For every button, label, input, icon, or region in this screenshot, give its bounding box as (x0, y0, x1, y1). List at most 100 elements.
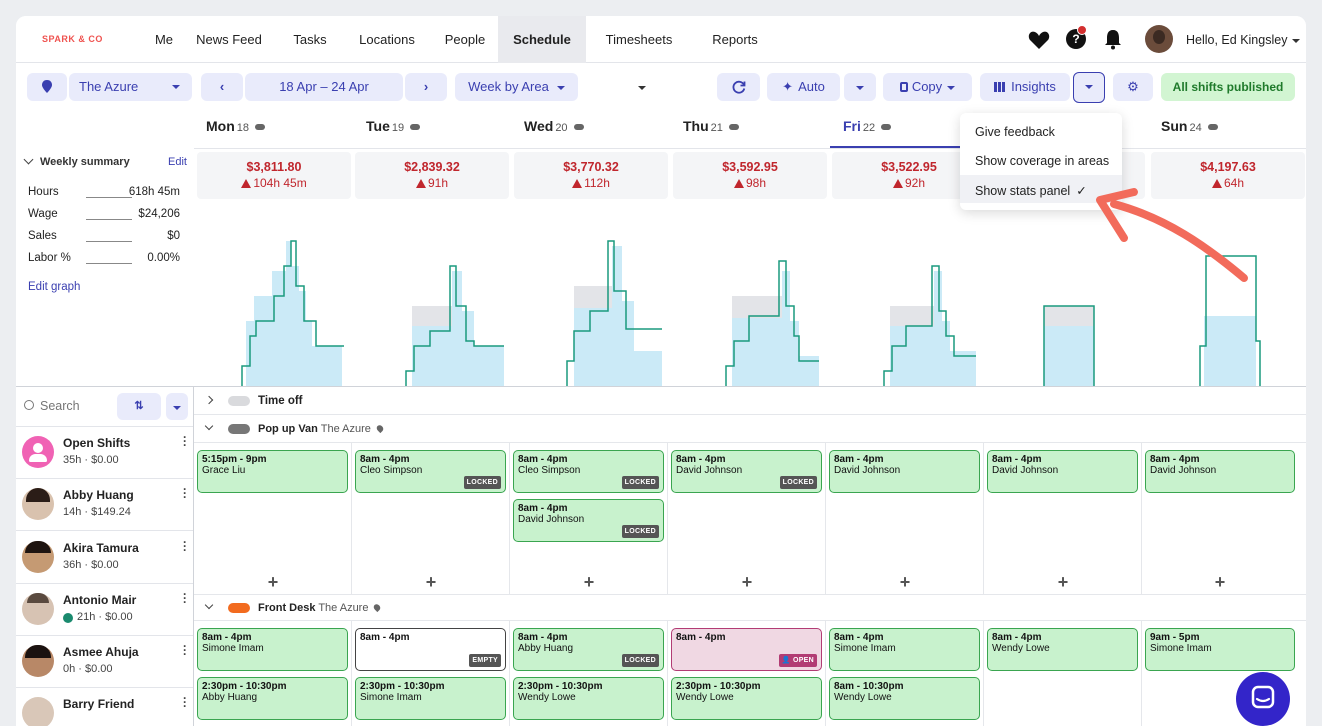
add-shift-button[interactable]: + (899, 572, 911, 592)
roster-person-open-shifts[interactable]: Open Shifts 35h · $0.00 · · · (16, 427, 193, 479)
shift-card-open[interactable]: 8am - 4pm 👤 OPEN (671, 628, 822, 671)
day-header-wed[interactable]: Wed 20 (524, 118, 584, 134)
add-shift-button[interactable]: + (267, 572, 279, 592)
summary-edit-link[interactable]: Edit (168, 156, 187, 168)
add-shift-button[interactable]: + (583, 572, 595, 592)
bell-icon[interactable] (1104, 29, 1122, 50)
edit-graph-link[interactable]: Edit graph (28, 281, 81, 293)
nav-schedule[interactable]: Schedule (498, 16, 586, 63)
shift-card[interactable]: 8am - 4pm Wendy Lowe (987, 628, 1138, 671)
chart-demand-area (890, 271, 976, 386)
shift-card[interactable]: 2:30pm - 10:30pm Wendy Lowe (671, 677, 822, 720)
shift-card[interactable]: 8am - 4pm Cleo Simpson LOCKED (513, 450, 664, 493)
sort-dropdown-button[interactable] (166, 393, 188, 420)
add-shift-button[interactable]: + (1057, 572, 1069, 592)
shift-card[interactable]: 8am - 4pm Simone Imam (197, 628, 348, 671)
shift-person: Wendy Lowe (676, 692, 734, 703)
group-location: The Azure (320, 423, 371, 435)
settings-button[interactable]: ⚙ (1113, 73, 1153, 101)
shift-time: 8am - 4pm (360, 632, 410, 643)
summary-label: Hours (28, 186, 59, 198)
day-header-thu[interactable]: Thu 21 (683, 118, 739, 134)
shift-person: Simone Imam (1150, 643, 1212, 654)
day-header-mon[interactable]: Mon 18 (206, 118, 266, 134)
nav-locations[interactable]: Locations (359, 32, 415, 47)
weekly-summary-toggle[interactable]: Weekly summary (23, 154, 130, 168)
warning-icon (241, 179, 252, 188)
add-shift-button[interactable]: + (741, 572, 753, 592)
shift-card[interactable]: 2:30pm - 10:30pm Wendy Lowe (513, 677, 664, 720)
location-select[interactable]: The Azure (69, 73, 192, 101)
shift-card[interactable]: 5:15pm - 9pm Grace Liu (197, 450, 348, 493)
refresh-button[interactable] (717, 73, 760, 101)
shift-card[interactable]: 8am - 4pm David Johnson (829, 450, 980, 493)
menu-item-give-feedback[interactable]: Give feedback (975, 125, 1055, 139)
date-range-button[interactable]: 18 Apr – 24 Apr (245, 73, 403, 101)
shift-card[interactable]: 8am - 4pm David Johnson (1145, 450, 1295, 493)
group-front-desk[interactable]: Front Desk The Azure (204, 600, 383, 614)
roster-person-antonio-mair[interactable]: Antonio Mair 21h · $0.00 · · · (16, 584, 193, 636)
prev-week-button[interactable]: ‹ (201, 73, 243, 101)
chevron-down-icon (1085, 84, 1093, 89)
nav-news-feed[interactable]: News Feed (196, 32, 262, 47)
shift-card-empty[interactable]: 8am - 4pm EMPTY (355, 628, 506, 671)
day-header-tue[interactable]: Tue 19 (366, 118, 421, 134)
menu-item-show-coverage[interactable]: Show coverage in areas (975, 154, 1110, 168)
chat-launcher-button[interactable] (1236, 672, 1290, 726)
nav-me[interactable]: Me (154, 32, 174, 47)
nav-people[interactable]: People (444, 32, 486, 47)
stat-card-thu[interactable]: $3,592.95 98h (673, 152, 827, 199)
stat-card-sun[interactable]: $4,197.63 64h (1151, 152, 1305, 199)
copy-button[interactable]: Copy (883, 73, 972, 101)
add-shift-button[interactable]: + (425, 572, 437, 592)
shift-card[interactable]: 9am - 5pm Simone Imam (1145, 628, 1295, 671)
insights-button[interactable]: Insights (980, 73, 1070, 101)
nav-tasks[interactable]: Tasks (293, 32, 327, 47)
shift-card[interactable]: 8am - 4pm Abby Huang LOCKED (513, 628, 664, 671)
weather-icon (881, 124, 892, 131)
add-shift-button[interactable]: + (1214, 572, 1226, 592)
roster-person-akira-tamura[interactable]: Akira Tamura 36h · $0.00 · · · (16, 532, 193, 584)
roster-person-asmee-ahuja[interactable]: Asmee Ahuja 0h · $0.00 · · · (16, 636, 193, 688)
day-header-fri[interactable]: Fri 22 (843, 118, 892, 134)
shift-time: 8am - 4pm (518, 454, 568, 465)
auto-button[interactable]: ✦ Auto (767, 73, 840, 101)
shift-time: 8am - 4pm (518, 632, 568, 643)
menu-item-show-stats-panel[interactable]: Show stats panel ✓ (975, 183, 1087, 198)
chevron-down-icon (947, 85, 956, 90)
user-greeting[interactable]: Hello, Ed Kingsley (1186, 33, 1301, 47)
insights-dropdown-button[interactable] (1073, 72, 1105, 103)
shift-card[interactable]: 8am - 4pm Simone Imam (829, 628, 980, 671)
shift-card[interactable]: 8am - 4pm David Johnson LOCKED (671, 450, 822, 493)
nav-timesheets[interactable]: Timesheets (600, 16, 678, 90)
stat-card-wed[interactable]: $3,770.32 112h (514, 152, 668, 199)
group-pop-up-van[interactable]: Pop up Van The Azure (204, 421, 385, 435)
stat-card-mon[interactable]: $3,811.80 104h 45m (197, 152, 351, 199)
shift-card[interactable]: 2:30pm - 10:30pm Simone Imam (355, 677, 506, 720)
shift-card[interactable]: 2:30pm - 10:30pm Abby Huang (197, 677, 348, 720)
nav-reports[interactable]: Reports (712, 32, 758, 47)
search-input[interactable] (40, 395, 110, 417)
auto-dropdown-button[interactable] (844, 73, 876, 101)
shift-card[interactable]: 8am - 4pm Cleo Simpson LOCKED (355, 450, 506, 493)
shift-card[interactable]: 8am - 10:30pm Wendy Lowe (829, 677, 980, 720)
published-status-button[interactable]: All shifts published (1161, 73, 1295, 101)
roster-person-barry-friend[interactable]: Barry Friend · · · (16, 688, 193, 726)
divider (193, 387, 194, 726)
view-select[interactable]: Week by Area (455, 73, 578, 101)
sort-button[interactable]: ⇅ (117, 393, 161, 420)
next-week-button[interactable]: › (405, 73, 447, 101)
verified-icon (63, 613, 73, 623)
day-header-sun[interactable]: Sun 24 (1161, 118, 1218, 134)
brand-logo[interactable]: SPARK & CO (42, 34, 103, 44)
avatar[interactable] (1145, 25, 1173, 53)
group-time-off[interactable]: Time off (204, 395, 303, 407)
roster-person-abby-huang[interactable]: Abby Huang 14h · $149.24 · · · (16, 479, 193, 531)
day-name: Sun (1161, 118, 1188, 134)
stat-card-tue[interactable]: $2,839.32 91h (355, 152, 509, 199)
shift-card[interactable]: 8am - 4pm David Johnson (987, 450, 1138, 493)
heart-icon[interactable] (1028, 30, 1050, 50)
shift-time: 8am - 4pm (834, 632, 884, 643)
location-pin-button[interactable] (27, 73, 67, 101)
shift-card[interactable]: 8am - 4pm David Johnson LOCKED (513, 499, 664, 542)
